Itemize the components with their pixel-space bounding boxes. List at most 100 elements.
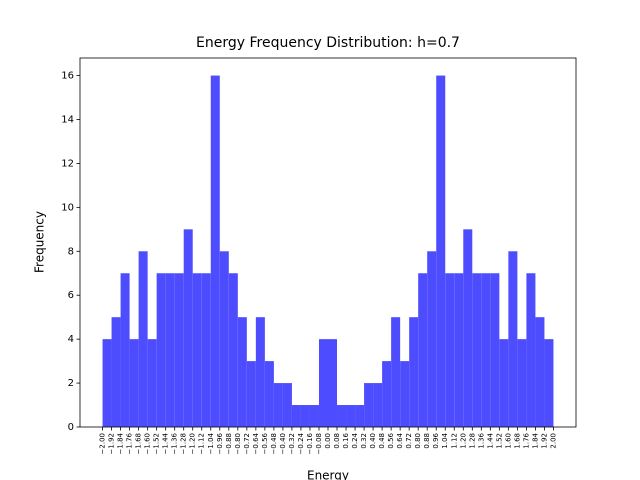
x-tick-label: −0.32 <box>288 433 296 454</box>
y-tick-label: 14 <box>61 115 74 126</box>
x-tick-label: 0.32 <box>360 433 368 449</box>
x-tick-label: −1.28 <box>180 433 188 454</box>
x-tick-label: 0.64 <box>396 432 404 448</box>
bar <box>228 273 238 427</box>
bar <box>300 405 310 427</box>
bar <box>490 273 500 427</box>
x-tick-label: 2.00 <box>549 433 557 449</box>
y-tick-label: 6 <box>68 290 74 301</box>
y-tick-label: 8 <box>68 246 74 257</box>
bar <box>373 383 383 427</box>
bar <box>382 361 392 427</box>
bar <box>355 405 365 427</box>
x-tick-label: −1.68 <box>135 433 143 454</box>
x-tick-label: −1.76 <box>126 432 134 454</box>
bar <box>463 229 473 427</box>
bar <box>210 75 220 428</box>
x-tick-label: −0.40 <box>279 433 287 454</box>
x-tick-label: 0.40 <box>369 433 377 449</box>
x-tick-label: −2.00 <box>99 433 107 454</box>
x-tick-label: 1.04 <box>441 432 449 448</box>
bar <box>255 317 265 427</box>
bar <box>391 317 401 427</box>
bar <box>346 405 356 427</box>
bar <box>192 273 202 427</box>
bar <box>273 383 283 427</box>
x-tick-label: −0.96 <box>216 432 224 454</box>
chart-title: Energy Frequency Distribution: h=0.7 <box>196 35 460 51</box>
x-tick-label: −0.48 <box>270 433 278 454</box>
x-tick-label: 1.60 <box>504 433 512 449</box>
bar <box>337 405 347 427</box>
bar <box>309 405 319 427</box>
x-tick-label: 0.56 <box>387 432 395 448</box>
x-tick-label: −1.44 <box>162 432 170 454</box>
bar <box>364 383 374 427</box>
y-axis-label: Frequency <box>33 211 47 273</box>
bar <box>526 273 536 427</box>
x-tick-label: −1.20 <box>189 433 197 454</box>
x-tick-label: 0.24 <box>351 432 359 448</box>
x-tick-label: −1.60 <box>144 433 152 454</box>
bar <box>156 273 166 427</box>
bar <box>535 317 545 427</box>
bar <box>409 317 419 427</box>
bar <box>481 273 491 427</box>
x-tick-label: 1.12 <box>450 433 458 449</box>
bar <box>129 339 139 427</box>
bar <box>201 273 211 427</box>
bar <box>264 361 274 427</box>
x-tick-label: −1.12 <box>198 433 206 454</box>
x-tick-label: 1.84 <box>531 432 539 448</box>
x-tick-label: 1.76 <box>522 432 530 448</box>
x-tick-label: −1.52 <box>153 433 161 454</box>
plot-frame <box>79 57 577 428</box>
y-tick-label: 10 <box>61 202 74 213</box>
bar <box>508 251 518 427</box>
x-tick-label: −1.04 <box>207 432 215 454</box>
x-tick-label: 1.52 <box>495 433 503 449</box>
x-tick-label: 0.00 <box>324 433 332 449</box>
x-tick-label: −1.92 <box>108 433 116 454</box>
x-tick-label: −0.72 <box>243 433 251 454</box>
bar <box>147 339 157 427</box>
x-tick-label: 0.08 <box>333 433 341 449</box>
x-tick-label: 0.80 <box>414 433 422 449</box>
bar <box>102 339 112 427</box>
x-tick-label: 1.36 <box>477 432 485 448</box>
y-tick-label: 4 <box>68 334 74 345</box>
x-tick-label: −0.88 <box>225 433 233 454</box>
bar <box>472 273 482 427</box>
x-tick-label: −1.84 <box>117 432 125 454</box>
bar <box>174 273 184 427</box>
bar <box>219 251 229 427</box>
x-tick-label: −0.64 <box>252 432 260 454</box>
bar <box>544 339 554 427</box>
bar <box>183 229 193 427</box>
bar <box>517 339 527 427</box>
x-axis-label: Energy <box>307 469 349 480</box>
bar <box>427 251 437 427</box>
x-tick-label: 0.48 <box>378 433 386 449</box>
bar <box>499 339 509 427</box>
x-tick-label: 1.68 <box>513 433 521 449</box>
bar <box>291 405 301 427</box>
bar <box>454 273 464 427</box>
x-tick-label: 0.96 <box>432 432 440 448</box>
bar <box>111 317 121 427</box>
x-tick-label: −0.56 <box>261 432 269 454</box>
bar <box>436 75 446 428</box>
bar <box>237 317 247 427</box>
y-tick-label: 2 <box>68 378 74 389</box>
x-tick-label: −0.08 <box>315 433 323 454</box>
x-tick-label: −0.16 <box>306 432 314 454</box>
bar <box>246 361 256 427</box>
bar <box>445 273 455 427</box>
bar <box>418 273 428 427</box>
y-tick-label: 12 <box>61 158 74 169</box>
bar <box>328 339 338 427</box>
x-tick-label: 1.20 <box>459 433 467 449</box>
bar <box>400 361 410 427</box>
y-tick-label: 0 <box>68 422 74 433</box>
